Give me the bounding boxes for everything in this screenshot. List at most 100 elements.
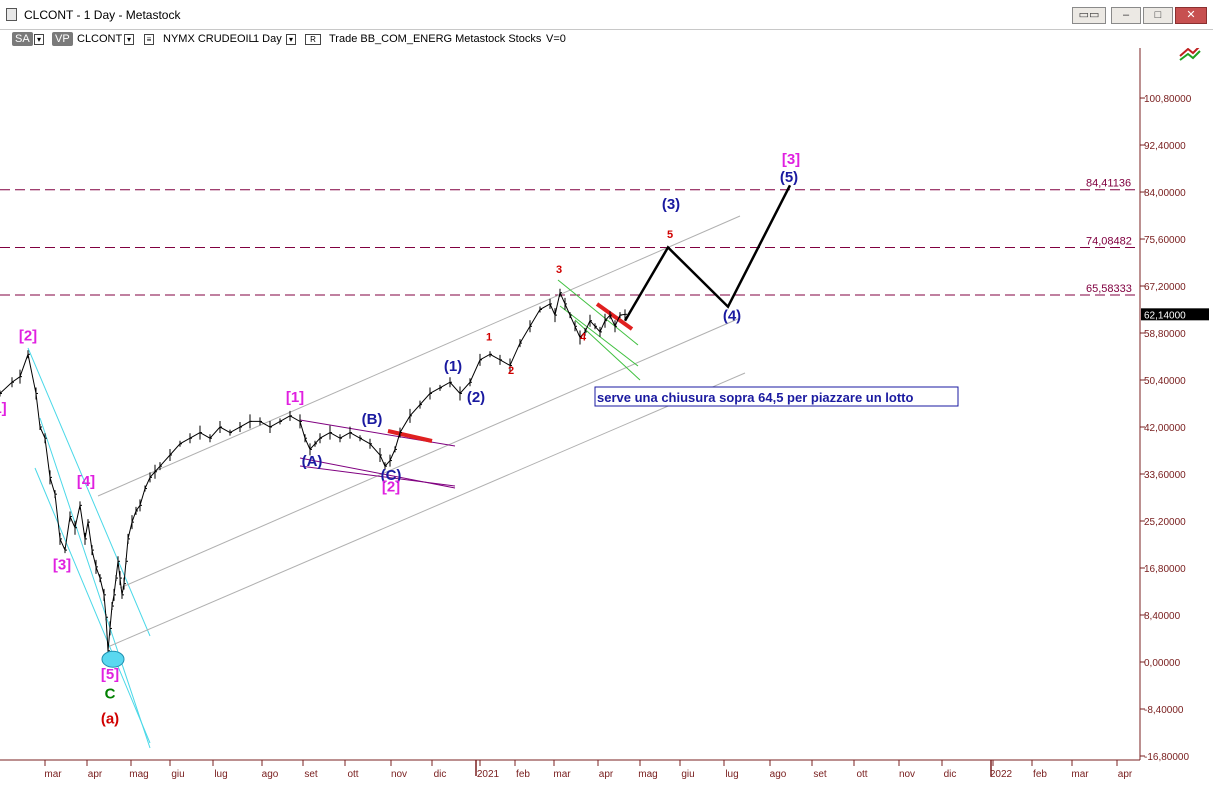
chart-toolbar: SA ▾ VP CLCONT ▾ ≡ NYMX CRUDEOIL 1 Day ▾… bbox=[0, 30, 1213, 48]
symbol-label[interactable]: CLCONT bbox=[77, 33, 123, 45]
y-tick-label: -8,40000 bbox=[1144, 705, 1184, 716]
wave-label: (a) bbox=[101, 711, 119, 728]
chart-canvas[interactable]: 84,41136 74,08482 65,58333 1] [2] [4] [3] [5] C… bbox=[0, 48, 1213, 801]
x-tick-label: dic bbox=[944, 769, 957, 780]
wave-label: 1 bbox=[486, 331, 492, 343]
x-tick-label: mar bbox=[44, 769, 62, 780]
wave-label: 3 bbox=[556, 264, 562, 276]
purple-channel-line bbox=[299, 465, 456, 487]
level-label: 65,58333 bbox=[1086, 283, 1132, 295]
template-button[interactable]: R bbox=[305, 32, 321, 46]
minimize-button[interactable]: – bbox=[1111, 7, 1141, 24]
cyan-channel-line bbox=[27, 347, 151, 637]
annotation-box bbox=[594, 386, 959, 407]
x-tick-label: set bbox=[304, 769, 318, 780]
y-tick-label: 25,20000 bbox=[1144, 517, 1186, 528]
x-tick-label: giu bbox=[681, 769, 694, 780]
x-tick-label: nov bbox=[899, 769, 915, 780]
wave-label: 2 bbox=[508, 365, 514, 377]
sa-dropdown-icon[interactable]: ▾ bbox=[34, 32, 44, 46]
window-special-button[interactable]: ▭▭ bbox=[1072, 7, 1106, 24]
x-tick-label: dic bbox=[434, 769, 447, 780]
x-tick-label: apr bbox=[1118, 769, 1133, 780]
price-line bbox=[0, 291, 626, 651]
maximize-button[interactable]: □ bbox=[1143, 7, 1173, 24]
green-channel-line bbox=[557, 279, 639, 346]
price-chart[interactable]: 84,41136 74,08482 65,58333 1] [2] [4] [3] [5] C… bbox=[0, 48, 1213, 801]
vp-button[interactable]: VP bbox=[52, 32, 73, 46]
y-tick-label: 16,80000 bbox=[1144, 564, 1186, 575]
wave-label: (1) bbox=[444, 358, 462, 375]
wave-label: 5 bbox=[667, 229, 673, 241]
wave-label: [3] bbox=[782, 151, 800, 168]
cyan-channel-line bbox=[34, 467, 151, 744]
y-tick-label: 58,80000 bbox=[1144, 329, 1186, 340]
wave-label: 1] bbox=[0, 400, 7, 417]
wave-label: C bbox=[105, 685, 116, 702]
projection-line bbox=[623, 184, 792, 322]
wave-label: (B) bbox=[362, 411, 383, 428]
security-name: NYMX CRUDEOIL bbox=[163, 33, 255, 45]
y-tick-label: 75,60000 bbox=[1144, 235, 1186, 246]
x-tick-label: lug bbox=[725, 769, 738, 780]
low-marker bbox=[101, 650, 125, 668]
level-label: 84,41136 bbox=[1086, 178, 1131, 190]
volume-label: V=0 bbox=[546, 33, 566, 45]
y-tick-label: 8,40000 bbox=[1144, 611, 1181, 622]
x-tick-label: feb bbox=[1033, 769, 1047, 780]
x-tick-label: feb bbox=[516, 769, 530, 780]
wave-label: (C) bbox=[381, 467, 402, 484]
cyan-channel-line bbox=[39, 417, 151, 749]
x-tick-label: mar bbox=[553, 769, 571, 780]
wave-label: [1] bbox=[286, 389, 304, 406]
annotation-text: serve una chiusura sopra 64,5 per piazza… bbox=[597, 390, 913, 405]
current-price-label: 62,14000 bbox=[1144, 310, 1186, 321]
x-tick-label: nov bbox=[391, 769, 407, 780]
sa-button[interactable]: SA bbox=[12, 32, 33, 46]
gray-channel-line bbox=[97, 215, 741, 497]
red-trendline bbox=[387, 429, 433, 443]
wave-label: (5) bbox=[780, 169, 798, 186]
wave-label: (2) bbox=[467, 389, 485, 406]
symbol-dropdown-icon[interactable]: ▾ bbox=[124, 32, 134, 46]
window-title: CLCONT - 1 Day - Metastock bbox=[24, 8, 181, 22]
y-tick-label: 84,00000 bbox=[1144, 188, 1186, 199]
template-name: Trade BB_COM_ENERG Metastock Stocks bbox=[329, 33, 542, 45]
wave-label: [2] bbox=[19, 327, 37, 344]
wave-label: (A) bbox=[302, 453, 323, 470]
y-tick-label: 100,80000 bbox=[1144, 94, 1192, 105]
x-tick-label: mag bbox=[129, 769, 148, 780]
x-tick-label: giu bbox=[171, 769, 184, 780]
document-icon bbox=[6, 8, 17, 21]
current-price-marker bbox=[1141, 308, 1209, 321]
security-menu-icon[interactable]: ≡ bbox=[144, 32, 154, 46]
wave-label: [2] bbox=[382, 478, 400, 495]
y-tick-label: 50,40000 bbox=[1144, 376, 1186, 387]
y-tick-label: -16,80000 bbox=[1144, 752, 1189, 763]
x-tick-label: set bbox=[813, 769, 827, 780]
x-tick-label: apr bbox=[88, 769, 103, 780]
wave-label: [3] bbox=[53, 557, 71, 574]
x-tick-label: ago bbox=[262, 769, 279, 780]
window-titlebar: CLCONT - 1 Day - Metastock ▭▭ – □ ✕ bbox=[0, 0, 1213, 30]
wave-label: 4 bbox=[580, 331, 587, 343]
wave-label: (3) bbox=[662, 196, 680, 213]
y-tick-label: 0,00000 bbox=[1144, 658, 1181, 669]
red-trendline bbox=[595, 302, 634, 331]
periodicity-dropdown-icon[interactable]: ▾ bbox=[286, 32, 296, 46]
y-tick-label: 33,60000 bbox=[1144, 470, 1186, 481]
x-tick-label: ott bbox=[347, 769, 358, 780]
chart-tools-icon[interactable] bbox=[1179, 48, 1201, 61]
wave-label: [5] bbox=[101, 666, 119, 683]
x-tick-label: 2021 bbox=[477, 769, 500, 780]
x-tick-label: ago bbox=[770, 769, 787, 780]
level-label: 74,08482 bbox=[1086, 235, 1132, 247]
x-tick-label: mar bbox=[1071, 769, 1089, 780]
periodicity-label[interactable]: 1 Day bbox=[253, 33, 282, 45]
x-tick-label: mag bbox=[638, 769, 657, 780]
close-button[interactable]: ✕ bbox=[1175, 7, 1207, 24]
gray-channel-line bbox=[109, 372, 746, 647]
y-tick-label: 42,00000 bbox=[1144, 423, 1186, 434]
wave-label: (4) bbox=[723, 308, 741, 325]
green-channel-line bbox=[559, 305, 639, 367]
